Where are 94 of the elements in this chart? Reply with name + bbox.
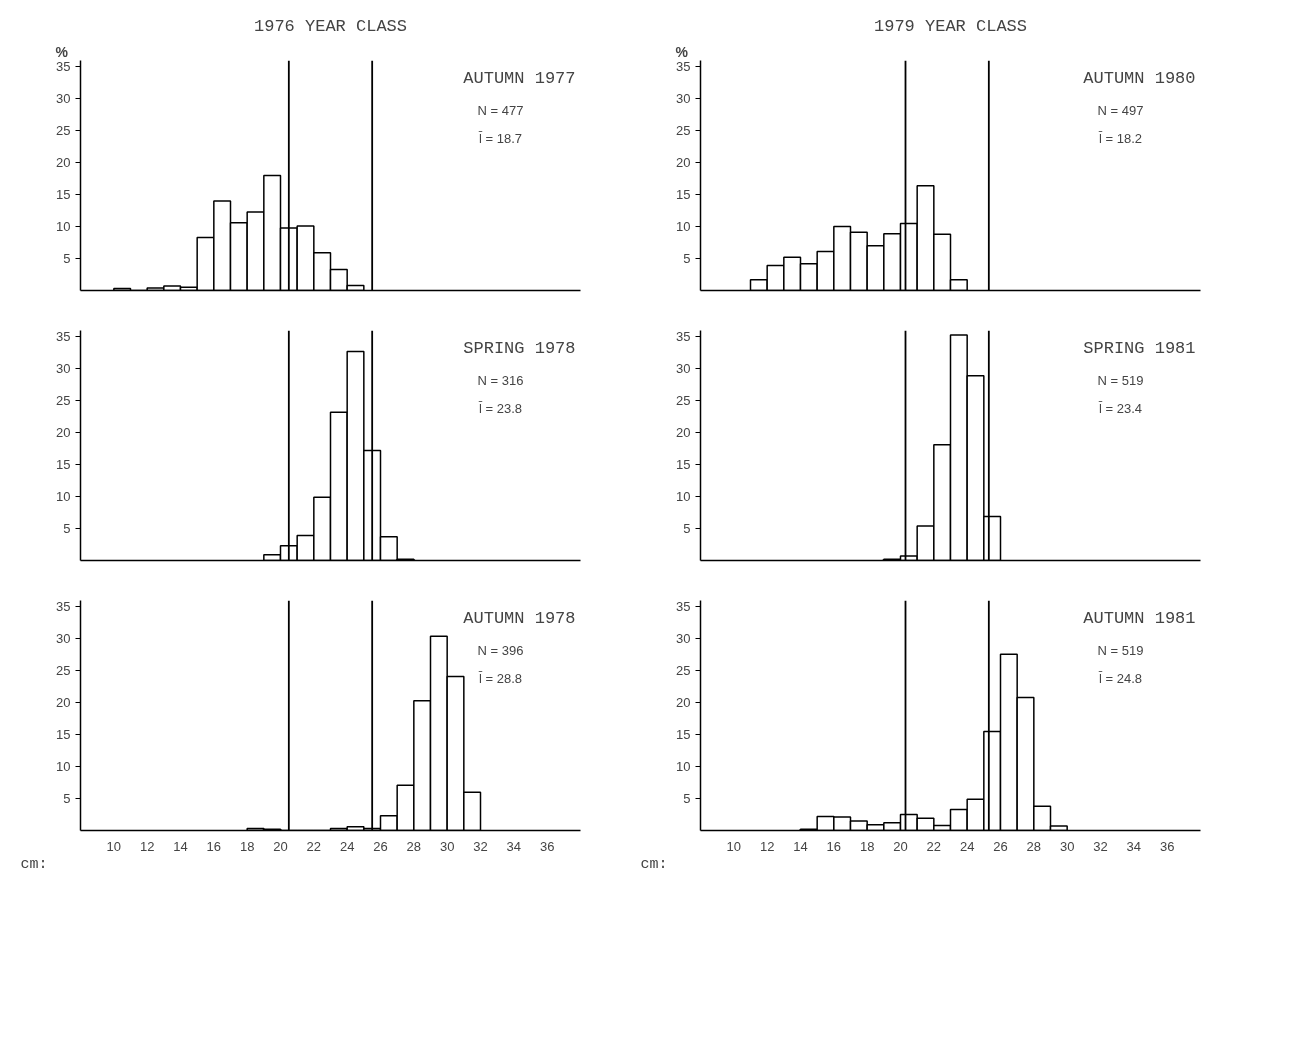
y-tick-label: 20 — [676, 155, 691, 171]
text: SPRING 1978 — [463, 338, 576, 358]
y-tick-label: 5 — [63, 251, 71, 267]
y-tick-label: 30 — [56, 361, 71, 377]
y-tick-label: 10 — [676, 219, 691, 235]
x-tick-label: 22 — [306, 838, 322, 854]
annotation: N = 497 — [1097, 102, 1144, 118]
y-tick-label: 5 — [683, 791, 691, 807]
y-tick-label: 35 — [56, 59, 71, 75]
y-tick-label: 25 — [56, 663, 71, 679]
x-tick-label: 34 — [506, 838, 522, 854]
y-tick-label: 15 — [676, 187, 691, 203]
y-tick-label: 10 — [56, 219, 71, 235]
text: AUTUMN 1977 — [463, 68, 576, 88]
x-tick-label: 22 — [926, 838, 942, 854]
y-tick-label: 10 — [56, 759, 71, 775]
y-tick-label: 10 — [56, 489, 71, 505]
y-tick-label: 25 — [56, 123, 71, 139]
x-tick-label: 36 — [1159, 838, 1175, 854]
annotation: l̄ = 28.8 — [478, 670, 523, 686]
y-tick-label: 5 — [63, 791, 71, 807]
x-tick-label: 10 — [726, 838, 742, 854]
annotation: l̄ = 24.8 — [1098, 670, 1143, 686]
y-tick-label: 15 — [56, 187, 71, 203]
y-tick-label: 10 — [676, 759, 691, 775]
y-tick-label: 15 — [676, 727, 691, 743]
y-tick-label: 20 — [676, 695, 691, 711]
y-tick-label: 5 — [683, 521, 691, 537]
text: AUTUMN 1978 — [463, 608, 576, 628]
x-tick-label: 12 — [139, 838, 155, 854]
chart-title: 1976 YEAR CLASS — [253, 16, 408, 36]
y-tick-label: 25 — [676, 663, 691, 679]
y-tick-label: 30 — [56, 631, 71, 647]
x-tick-label: 24 — [959, 838, 975, 854]
chart-title: 1979 YEAR CLASS — [873, 16, 1028, 36]
text: AUTUMN 1980 — [1083, 68, 1196, 88]
annotation: l̄ = 23.4 — [1098, 400, 1143, 416]
y-tick-label: 30 — [56, 91, 71, 107]
y-tick-label: 35 — [676, 329, 691, 345]
x-axis-title: cm: — [20, 855, 48, 873]
y-tick-label: 20 — [56, 155, 71, 171]
y-tick-label: 35 — [56, 599, 71, 615]
x-tick-label: 18 — [239, 838, 255, 854]
annotation: N = 519 — [1097, 372, 1144, 388]
x-tick-label: 30 — [439, 838, 455, 854]
y-tick-label: 35 — [676, 59, 691, 75]
y-tick-label: 30 — [676, 91, 691, 107]
y-tick-label: 30 — [676, 361, 691, 377]
annotation: N = 396 — [477, 642, 524, 658]
x-tick-label: 28 — [406, 838, 422, 854]
x-tick-label: 26 — [373, 838, 388, 854]
x-tick-label: 34 — [1126, 838, 1142, 854]
annotation: l̄ = 18.7 — [478, 130, 523, 146]
x-tick-label: 18 — [859, 838, 875, 854]
y-tick-label: 15 — [56, 727, 71, 743]
y-axis-title: % — [55, 43, 69, 60]
x-tick-label: 26 — [993, 838, 1008, 854]
x-tick-label: 36 — [539, 838, 555, 854]
x-tick-label: 28 — [1026, 838, 1042, 854]
y-tick-label: 15 — [676, 457, 691, 473]
y-tick-label: 35 — [56, 329, 71, 345]
x-tick-label: 16 — [206, 838, 222, 854]
text: SPRING 1981 — [1083, 338, 1196, 358]
y-tick-label: 25 — [676, 123, 691, 139]
text: AUTUMN 1981 — [1083, 608, 1196, 628]
x-tick-label: 20 — [273, 838, 288, 854]
x-tick-label: 14 — [173, 838, 188, 854]
y-tick-label: 20 — [676, 425, 691, 441]
y-tick-label: 5 — [63, 521, 71, 537]
y-tick-label: 20 — [56, 695, 71, 711]
x-tick-label: 32 — [1093, 838, 1108, 854]
annotation: N = 477 — [477, 102, 524, 118]
y-axis-title: % — [675, 43, 689, 60]
x-tick-label: 24 — [339, 838, 355, 854]
x-tick-label: 12 — [759, 838, 775, 854]
y-tick-label: 30 — [676, 631, 691, 647]
annotation: N = 519 — [1097, 642, 1144, 658]
y-tick-label: 5 — [683, 251, 691, 267]
y-tick-label: 10 — [676, 489, 691, 505]
annotation: l̄ = 23.8 — [478, 400, 523, 416]
y-tick-label: 20 — [56, 425, 71, 441]
x-tick-label: 30 — [1059, 838, 1075, 854]
y-tick-label: 25 — [56, 393, 71, 409]
y-tick-label: 25 — [676, 393, 691, 409]
annotation: N = 316 — [477, 372, 524, 388]
y-tick-label: 35 — [676, 599, 691, 615]
x-tick-label: 14 — [793, 838, 808, 854]
y-tick-label: 15 — [56, 457, 71, 473]
annotation: l̄ = 18.2 — [1098, 130, 1143, 146]
x-tick-label: 16 — [826, 838, 842, 854]
x-tick-label: 20 — [893, 838, 908, 854]
x-tick-label: 32 — [473, 838, 488, 854]
x-tick-label: 10 — [106, 838, 122, 854]
x-axis-title: cm: — [640, 855, 668, 873]
